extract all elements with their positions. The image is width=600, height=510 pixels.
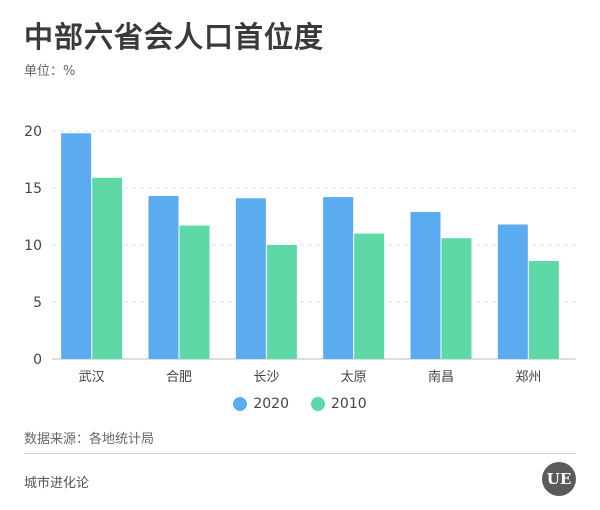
bar-2010-1 xyxy=(92,177,123,359)
y-tick-label: 20 xyxy=(24,124,42,140)
legend-item-2020[interactable]: 2020 xyxy=(233,396,289,412)
y-tick-label: 0 xyxy=(33,352,42,368)
legend-label-2020: 2020 xyxy=(253,396,289,412)
bar-2010-5 xyxy=(441,238,472,359)
bar-2020-1 xyxy=(61,133,92,359)
legend: 2020 2010 xyxy=(0,396,600,412)
unit-label: 单位：% xyxy=(24,64,76,79)
chart-title: 中部六省会人口首位度 xyxy=(24,20,325,54)
data-source: 数据来源：各地统计局 xyxy=(24,432,155,447)
bar-2020-6 xyxy=(497,224,528,359)
bar-2010-4 xyxy=(354,233,385,359)
x-tick-label: 合肥 xyxy=(166,370,192,385)
x-tick-label: 郑州 xyxy=(515,370,541,385)
bar-chart: 0 5 10 15 20 武汉 合肥 长沙 太原 南昌 郑州 xyxy=(24,124,576,385)
legend-swatch-2010 xyxy=(311,397,325,411)
bar-2020-5 xyxy=(410,211,441,359)
x-tick-label: 长沙 xyxy=(253,370,279,385)
y-tick-label: 15 xyxy=(24,181,42,197)
bar-2010-3 xyxy=(266,245,297,359)
y-tick-label: 5 xyxy=(33,295,42,311)
brand-logo: UE xyxy=(542,462,576,496)
x-tick-label: 南昌 xyxy=(428,369,454,385)
legend-swatch-2020 xyxy=(233,397,248,411)
bar-2020-4 xyxy=(323,197,354,359)
footer-divider xyxy=(24,453,576,454)
bar-2010-2 xyxy=(179,225,210,359)
y-tick-label: 10 xyxy=(24,238,42,254)
x-tick-label: 武汉 xyxy=(79,370,105,385)
brand-name: 城市进化论 xyxy=(24,476,90,491)
bar-2020-3 xyxy=(235,198,266,359)
bar-2020-2 xyxy=(148,195,179,359)
bar-2010-6 xyxy=(528,260,559,359)
legend-item-2010[interactable]: 2010 xyxy=(311,396,367,412)
legend-label-2010: 2010 xyxy=(331,396,367,412)
x-tick-label: 太原 xyxy=(341,370,367,385)
